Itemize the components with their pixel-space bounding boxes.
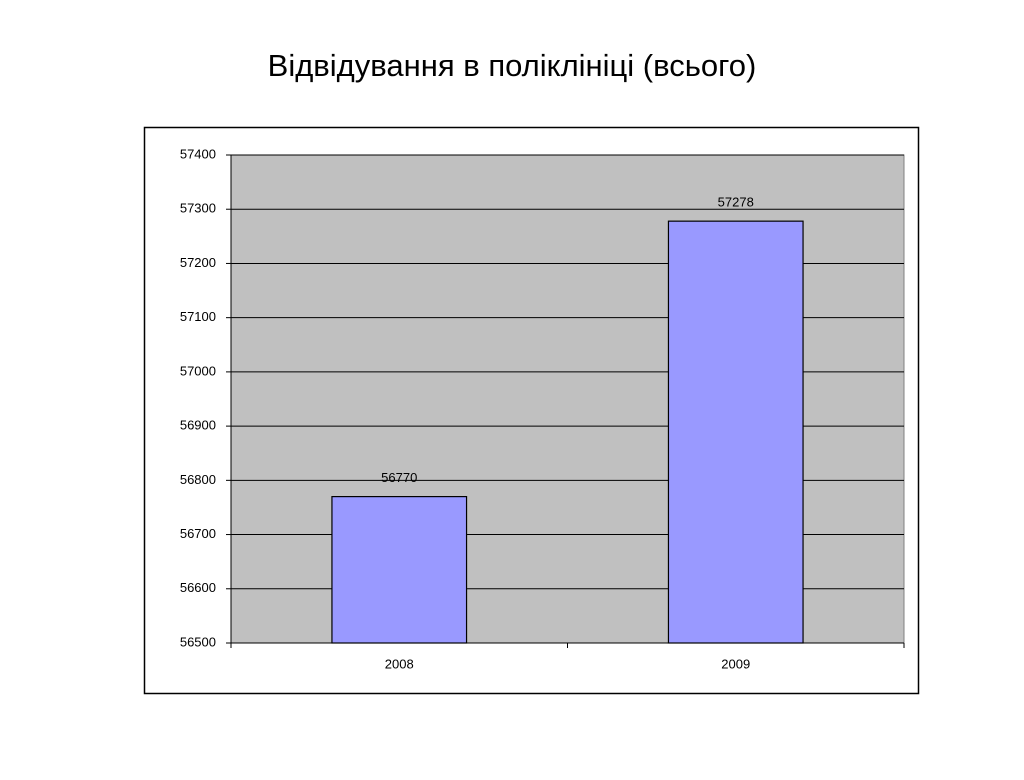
data-label: 56770 [381,470,417,485]
y-tick-label: 57000 [180,363,216,378]
y-tick-label: 57300 [180,201,216,216]
y-tick-label: 56900 [180,418,216,433]
chart-title: Відвідування в поліклініці (всього) [268,48,757,83]
x-tick-label: 2008 [385,656,414,671]
y-tick-label: 57200 [180,255,216,270]
y-tick-label: 56500 [180,634,216,649]
y-tick-label: 56700 [180,526,216,541]
y-tick-label: 56800 [180,472,216,487]
y-tick-label: 56600 [180,580,216,595]
bar [331,496,468,644]
x-tick-label: 2009 [721,656,750,671]
bar [667,220,804,644]
y-tick-label: 57400 [180,146,216,161]
data-label: 57278 [718,195,754,210]
y-tick-label: 57100 [180,309,216,324]
